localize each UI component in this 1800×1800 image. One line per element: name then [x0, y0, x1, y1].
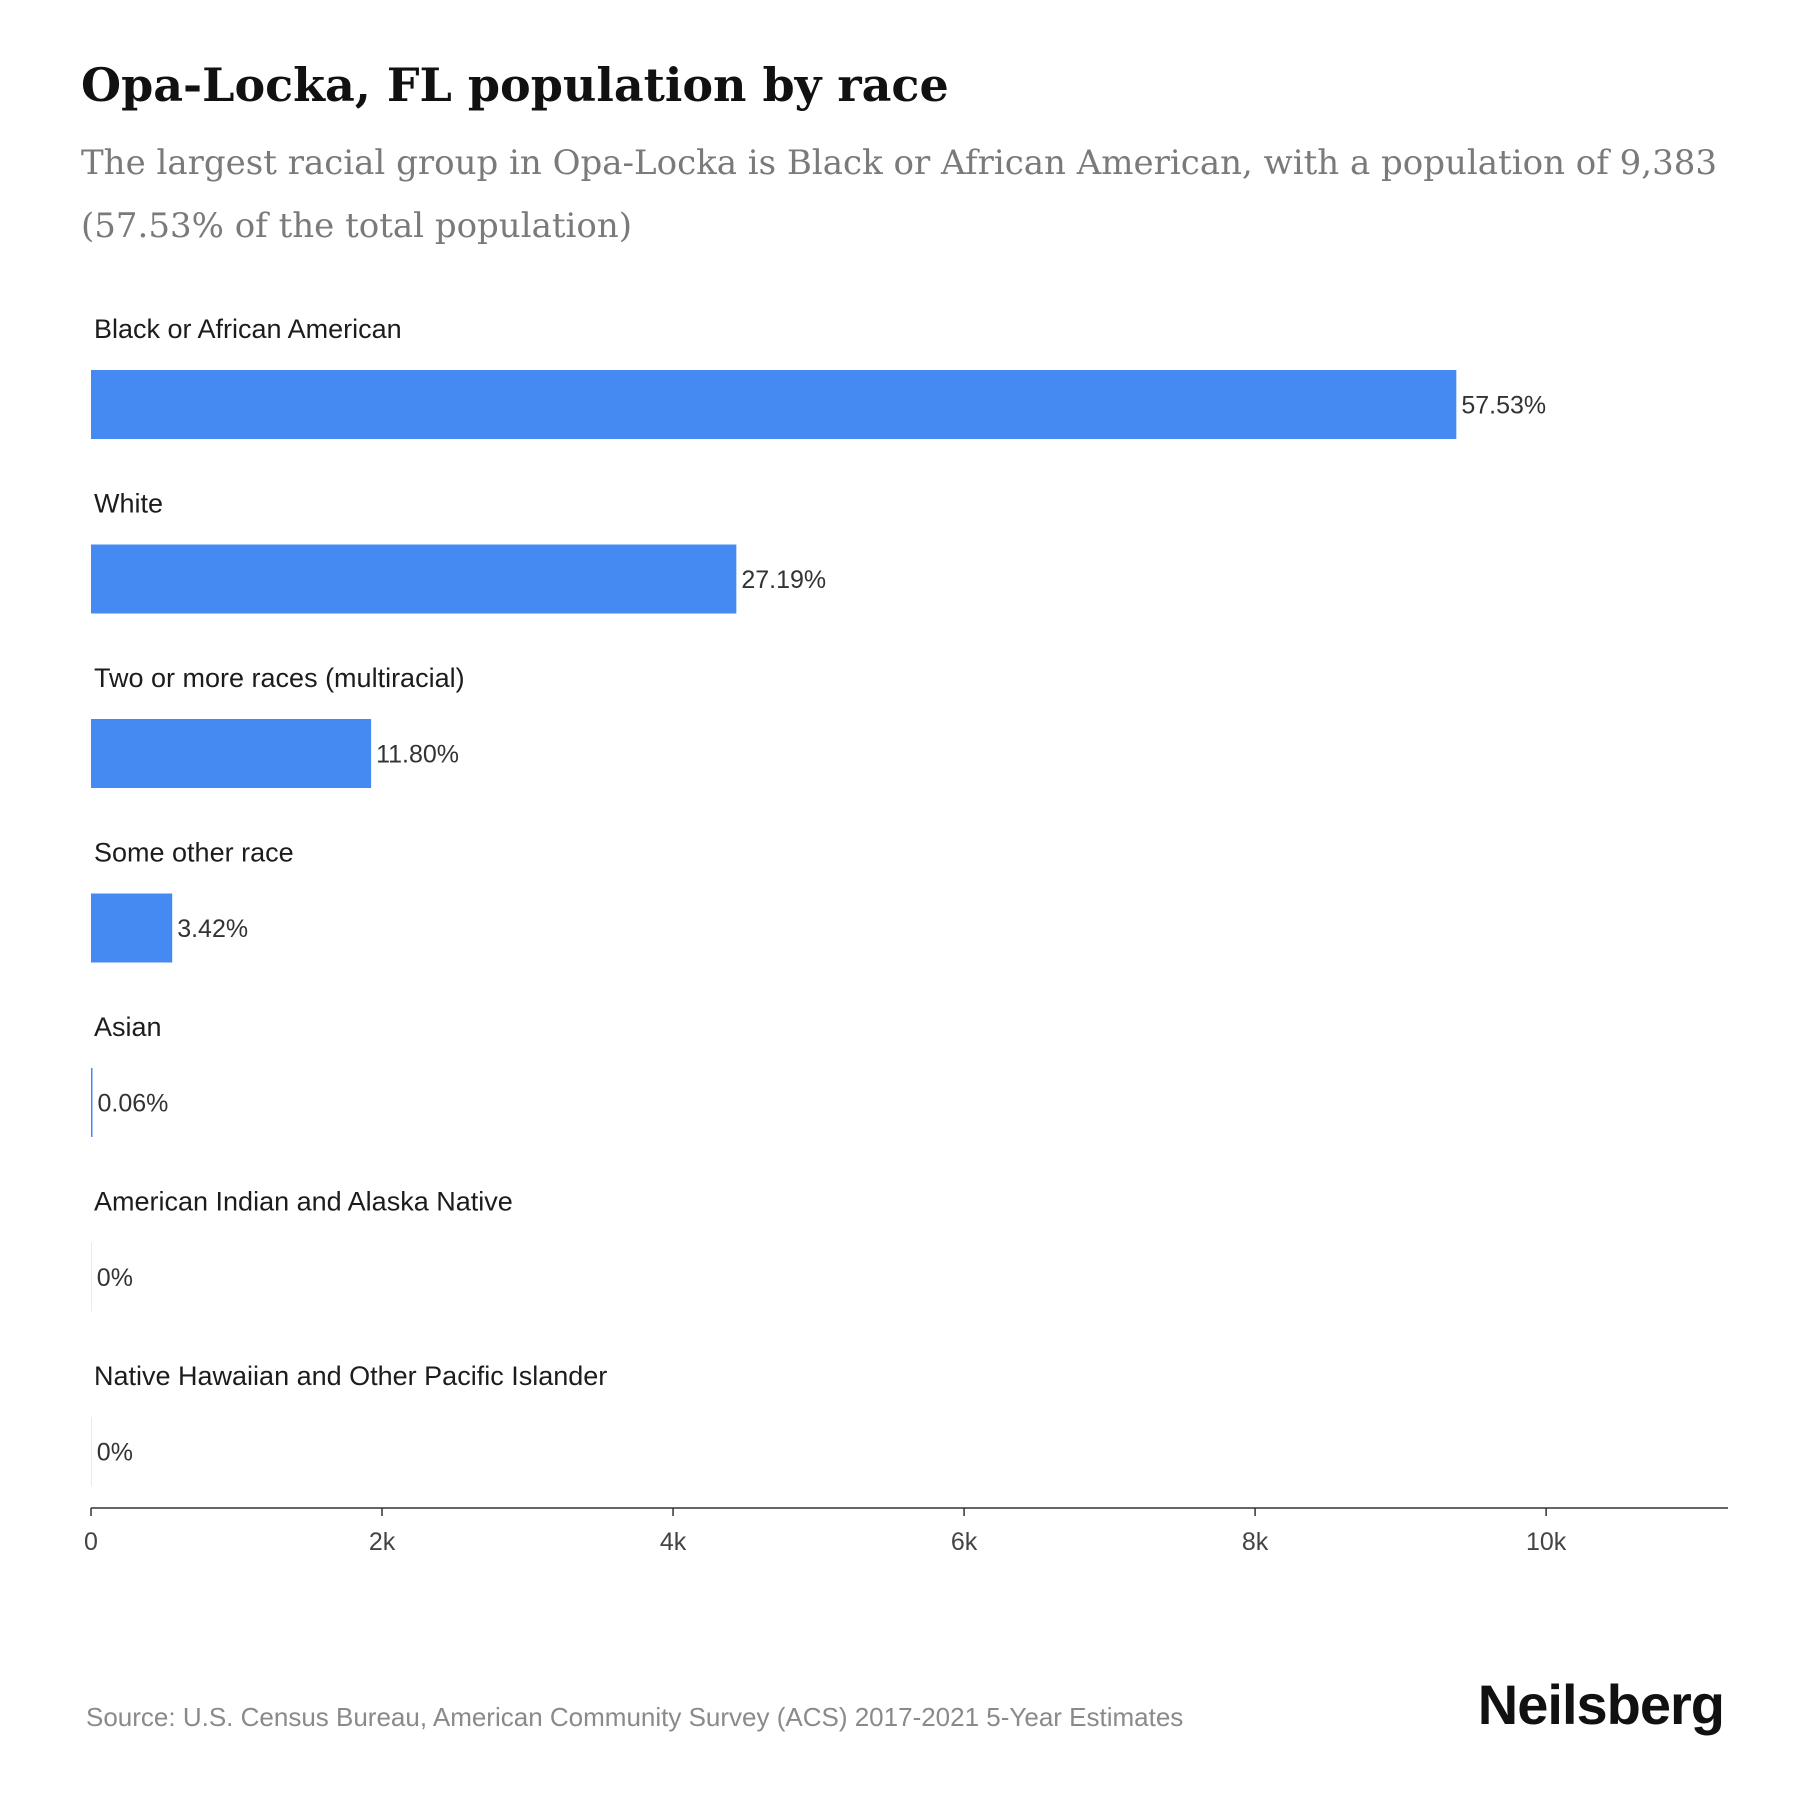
value-label: 0% [97, 1264, 133, 1292]
x-tick-label: 4k [660, 1528, 687, 1556]
bar [91, 1068, 93, 1137]
bar [91, 719, 372, 788]
category-label: White [94, 489, 163, 519]
value-label: 3.42% [177, 915, 248, 943]
value-label: 27.19% [741, 566, 826, 594]
bar [91, 1417, 92, 1486]
x-tick-label: 2k [369, 1528, 396, 1556]
x-tick-label: 6k [951, 1528, 978, 1556]
category-label: Native Hawaiian and Other Pacific Island… [94, 1361, 607, 1391]
bar [91, 370, 1457, 439]
value-label: 0% [97, 1439, 133, 1467]
bar [91, 1242, 92, 1312]
value-label: 57.53% [1461, 392, 1546, 420]
category-label: Asian [94, 1012, 162, 1042]
bars-layer: Black or African American 57.53% White 27.1… [91, 314, 1546, 1486]
x-tick-label: 0 [84, 1528, 98, 1556]
category-label: Black or African American [94, 314, 402, 344]
chart-subtitle: The largest racial group in Opa-Locka is… [81, 143, 1717, 246]
category-label: American Indian and Alaska Native [94, 1187, 513, 1217]
bar-chart: Black or African American 57.53% White 27.1… [84, 314, 1728, 1556]
brand-logo: Neilsberg [1477, 1673, 1725, 1736]
category-label: Two or more races (multiracial) [94, 663, 465, 693]
chart-title: Opa-Locka, FL population by race [81, 58, 949, 112]
bar [91, 544, 737, 614]
bar [91, 893, 173, 963]
x-axis: 0 2k 4k 6k 8k 10k [84, 1507, 1728, 1556]
category-label: Some other race [94, 838, 294, 868]
source-note: Source: U.S. Census Bureau, American Com… [86, 1702, 1184, 1732]
value-label: 11.80% [376, 741, 459, 769]
x-tick-label: 10k [1526, 1528, 1567, 1556]
x-tick-label: 8k [1242, 1528, 1269, 1556]
value-label: 0.06% [98, 1090, 169, 1118]
